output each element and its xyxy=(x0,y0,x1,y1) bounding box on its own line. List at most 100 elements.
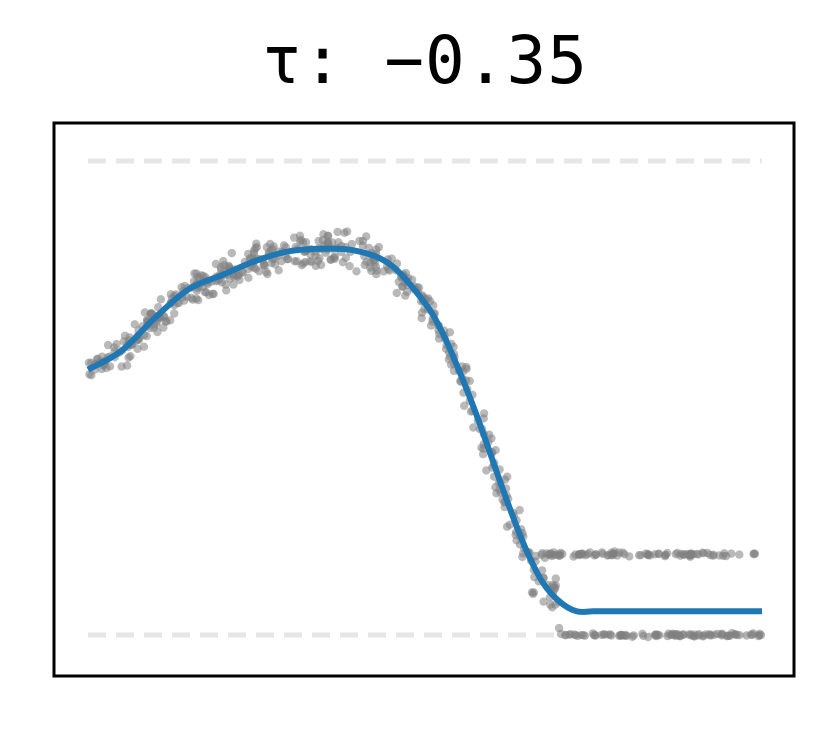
scatter-point xyxy=(117,362,126,371)
scatter-point xyxy=(654,549,663,558)
fit-curve-group xyxy=(86,245,763,616)
scatter-point xyxy=(187,293,196,303)
scatter-point xyxy=(551,574,560,583)
scatter-point xyxy=(629,631,638,640)
scatter-point xyxy=(478,450,488,459)
scatter-point xyxy=(362,232,371,241)
reference-lines xyxy=(88,158,762,638)
scatter-point xyxy=(661,550,670,560)
scatter-point xyxy=(170,309,179,318)
scatter-point xyxy=(748,630,757,640)
scatter-point xyxy=(140,308,150,317)
scatter-point xyxy=(620,550,629,559)
scatter-point xyxy=(326,255,335,264)
scatter-point xyxy=(650,630,659,640)
scatter-point xyxy=(333,227,342,237)
scatter-point xyxy=(644,549,653,559)
scatter-point xyxy=(545,549,555,559)
scatter-point xyxy=(676,551,685,560)
scatter-point xyxy=(574,550,584,560)
scatter-point xyxy=(262,243,272,252)
scatter-point xyxy=(190,269,199,278)
scatter-point xyxy=(515,505,524,515)
scatter-point xyxy=(694,631,703,640)
scatter-point xyxy=(643,632,653,642)
scatter-point xyxy=(580,631,590,640)
scatter-point xyxy=(219,256,228,266)
scatter-point xyxy=(352,267,361,276)
scatter-point xyxy=(209,289,218,299)
scatter-point xyxy=(465,376,474,386)
scatter-point xyxy=(590,631,599,640)
scatter-point xyxy=(604,550,613,560)
scatter-point xyxy=(566,630,575,639)
scatter-point xyxy=(491,483,500,492)
scatter-point xyxy=(345,261,354,271)
scatter-point xyxy=(617,631,626,640)
scatter-point xyxy=(279,241,289,250)
scatter-point xyxy=(479,409,489,418)
scatter-point xyxy=(139,342,149,351)
scatter-point xyxy=(537,550,546,560)
scatter-point xyxy=(156,295,166,304)
scatter-point xyxy=(401,291,410,300)
scatter-point xyxy=(274,266,283,275)
scatter-point xyxy=(674,630,683,639)
scatter-point xyxy=(166,316,175,325)
plot-frame xyxy=(52,121,796,678)
scatter-point xyxy=(487,434,496,443)
scatter-point xyxy=(342,227,352,236)
scatter-point xyxy=(701,630,710,639)
scatter-point xyxy=(347,239,356,249)
scatter-point xyxy=(392,288,401,298)
scatter-point xyxy=(713,629,722,639)
scatter-point xyxy=(684,630,694,639)
scatter-point xyxy=(503,472,512,481)
scatter-point xyxy=(685,551,694,560)
scatter-point xyxy=(301,257,310,267)
scatter-point xyxy=(244,273,253,282)
scatter-point xyxy=(371,263,381,272)
scatter-point xyxy=(546,600,555,609)
scatter-point xyxy=(229,280,238,289)
scatter-point xyxy=(252,239,261,248)
fit-curve xyxy=(86,245,763,616)
scatter-point xyxy=(445,328,455,337)
scatter-point xyxy=(227,248,236,258)
scatter-point xyxy=(755,629,764,638)
scatter-point xyxy=(539,597,548,606)
scatter-point xyxy=(221,280,230,289)
scatter-point xyxy=(554,550,563,559)
scatter-point xyxy=(469,423,478,432)
scatter-point xyxy=(364,243,374,253)
scatter-point xyxy=(105,362,115,371)
scatter-point xyxy=(130,320,139,329)
scatter-point xyxy=(124,353,133,362)
scatter-point xyxy=(703,548,712,558)
scatter-point xyxy=(249,249,259,258)
scatter-point xyxy=(462,362,471,372)
scatter-point xyxy=(255,267,264,276)
scatter-point xyxy=(159,323,168,332)
scatter-point xyxy=(718,551,728,560)
scatter-point xyxy=(372,245,381,254)
scatter-point xyxy=(307,257,316,266)
scatter-point xyxy=(283,254,293,264)
scatter-point xyxy=(103,340,113,350)
scatter-point xyxy=(600,630,609,639)
scatter-point xyxy=(727,549,736,558)
scatter-point xyxy=(334,238,343,247)
scatter-point xyxy=(725,631,735,640)
scatter-point xyxy=(735,550,744,559)
scatter-point xyxy=(199,271,208,281)
scatter-point xyxy=(267,258,276,268)
scatter-point xyxy=(750,549,760,559)
scatter-point xyxy=(341,253,351,262)
scatter-point xyxy=(607,631,616,640)
scatter-point xyxy=(398,282,407,291)
scatter-point xyxy=(85,370,94,379)
scatter-point xyxy=(289,233,299,242)
scatter-point xyxy=(634,551,644,560)
scatter-point xyxy=(298,238,308,247)
